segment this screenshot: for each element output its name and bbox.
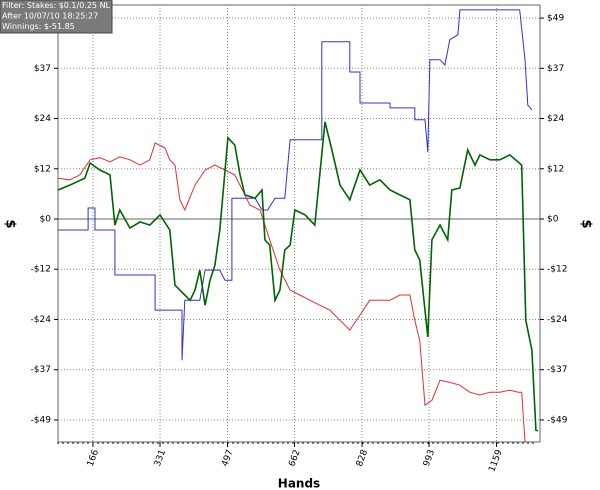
- y2-tick-label: $37: [547, 64, 564, 74]
- y2-tick-label: $49: [547, 14, 564, 24]
- y2-tick-label: -$49: [547, 415, 568, 425]
- info-box: Filter: Stakes: $0.1/0.25 NL After 10/07/…: [0, 0, 113, 34]
- y-axis-label: $: [3, 219, 18, 228]
- info-line: Filter: Stakes: $0.1/0.25 NL: [2, 1, 111, 10]
- y2-tick-label: -$12: [547, 265, 567, 275]
- y-tick-label: -$24: [31, 315, 52, 325]
- y-tick-label: $0: [40, 215, 52, 225]
- y-tick-label: -$12: [31, 265, 51, 275]
- info-line: Winnings: $-51.85: [2, 22, 75, 31]
- y-tick-label: $24: [34, 114, 51, 124]
- series-line: [58, 9, 533, 361]
- y2-tick-label: -$37: [547, 365, 567, 375]
- info-background: [0, 0, 113, 34]
- x-axis-label: Hands: [278, 477, 320, 490]
- series-line: [57, 142, 526, 442]
- y-tick-label: -$37: [31, 365, 51, 375]
- plot-frame: [57, 4, 541, 443]
- info-line: After 10/07/10 18:25:27: [2, 12, 98, 21]
- y2-tick-label: $24: [547, 114, 564, 124]
- y2-tick-label: -$24: [547, 315, 568, 325]
- series-line: [57, 121, 539, 432]
- y-tick-label: -$49: [31, 415, 52, 425]
- y2-tick-label: $12: [547, 164, 564, 174]
- y-tick-label: $12: [34, 164, 51, 174]
- y2-axis-label: $: [579, 219, 594, 228]
- y-tick-label: $37: [34, 64, 51, 74]
- y2-tick-label: $0: [547, 215, 559, 225]
